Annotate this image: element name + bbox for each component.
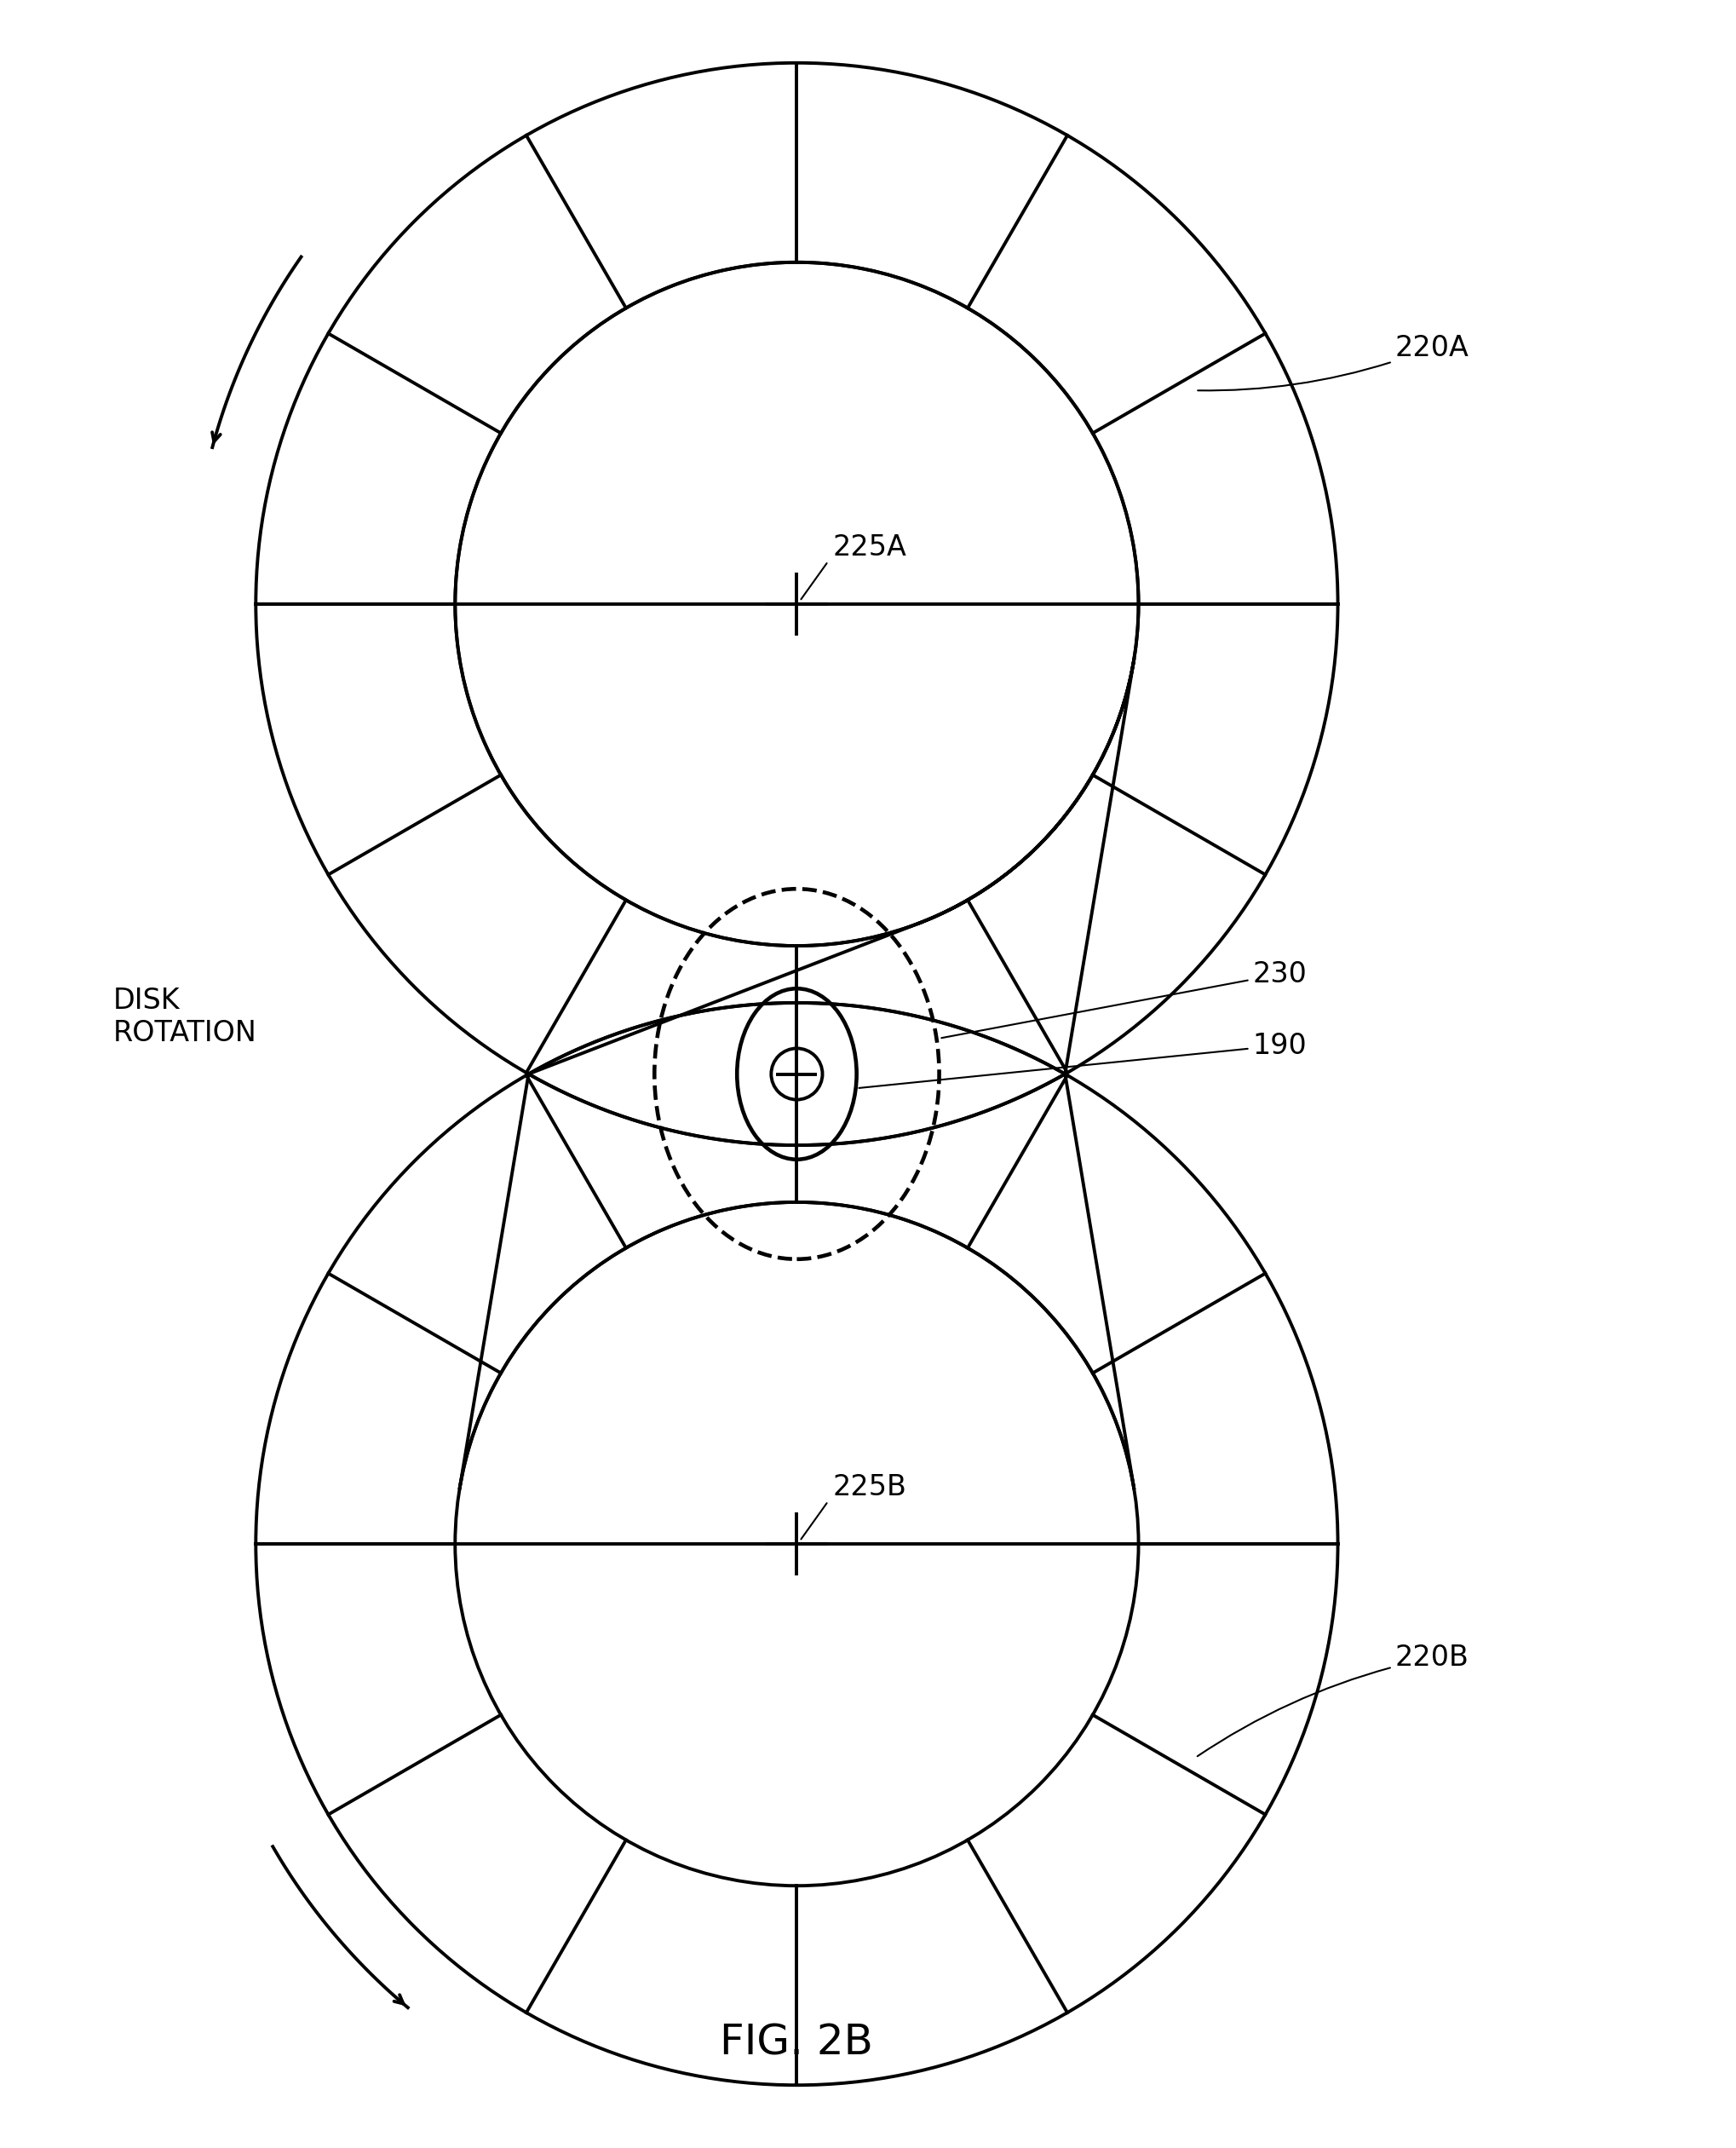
Text: FIG. 2B: FIG. 2B xyxy=(720,2021,873,2062)
Text: 220A: 220A xyxy=(1198,333,1469,391)
Text: 190: 190 xyxy=(859,1031,1307,1089)
Text: DISK
ROTATION: DISK ROTATION xyxy=(113,986,257,1048)
Text: 230: 230 xyxy=(941,960,1307,1037)
Text: 225A: 225A xyxy=(832,533,906,561)
Text: 220B: 220B xyxy=(1198,1643,1469,1757)
Text: 225B: 225B xyxy=(832,1474,906,1501)
